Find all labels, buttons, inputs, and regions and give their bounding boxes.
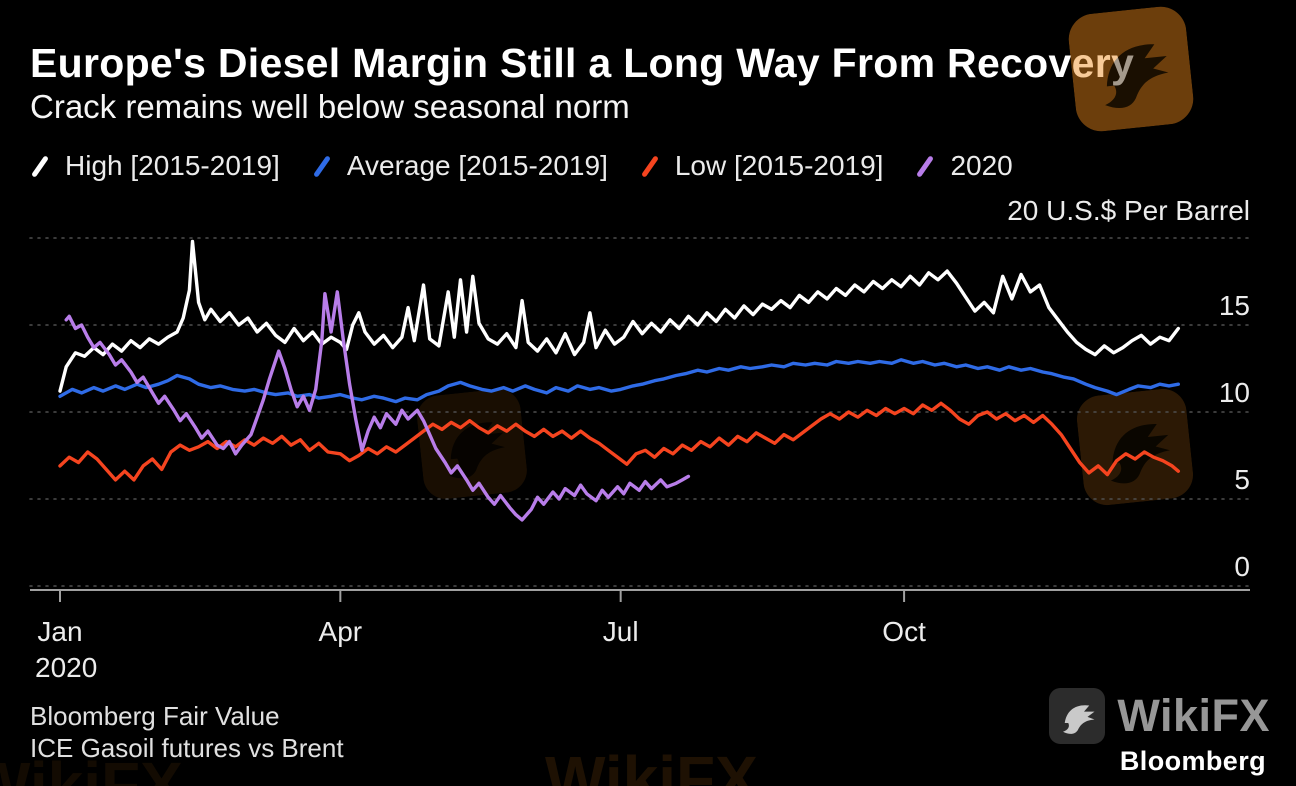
- y-tick-label: 15: [1219, 290, 1250, 321]
- x-tick-label: Oct: [882, 616, 926, 647]
- legend-item-0: High [2015-2019]: [28, 150, 280, 182]
- series-line-2: [58, 239, 1181, 393]
- chart-title: Europe's Diesel Margin Still a Long Way …: [30, 40, 1135, 86]
- legend: High [2015-2019] Average [2015-2019] Low […: [28, 150, 1013, 182]
- source-line-2: ICE Gasoil futures vs Brent: [30, 733, 344, 763]
- y-axis-unit-label: 20 U.S.$ Per Barrel: [1007, 195, 1250, 226]
- chart-source: Bloomberg Fair Value ICE Gasoil futures …: [30, 700, 344, 764]
- bloomberg-logo-text: Bloomberg: [1119, 746, 1266, 776]
- wikifx-eagle-icon: [1049, 688, 1106, 744]
- series-line-0: [58, 358, 1181, 404]
- x-tick-label: Apr: [319, 616, 363, 647]
- y-tick-label: 10: [1219, 377, 1250, 408]
- legend-label: High [2015-2019]: [65, 150, 280, 181]
- wikifx-brand: WikiFX: [1049, 688, 1270, 744]
- wikifx-brand-text: WikiFX: [1117, 690, 1270, 741]
- x-axis-year-label: 2020: [35, 652, 97, 683]
- x-tick-label: Jan: [37, 616, 82, 647]
- chart-subtitle: Crack remains well below seasonal norm: [30, 88, 630, 125]
- y-tick-label: 0: [1234, 551, 1250, 582]
- y-tick-label: 5: [1234, 464, 1250, 495]
- legend-label: 2020: [950, 150, 1013, 181]
- x-tick-label: Jul: [603, 616, 639, 647]
- legend-item-3: 2020: [913, 150, 1013, 182]
- series-line-3: [64, 290, 691, 522]
- source-line-1: Bloomberg Fair Value: [30, 701, 280, 731]
- legend-item-2: Low [2015-2019]: [638, 150, 884, 182]
- legend-label: Average [2015-2019]: [346, 150, 608, 181]
- legend-item-1: Average [2015-2019]: [310, 150, 608, 182]
- legend-label: Low [2015-2019]: [674, 150, 884, 181]
